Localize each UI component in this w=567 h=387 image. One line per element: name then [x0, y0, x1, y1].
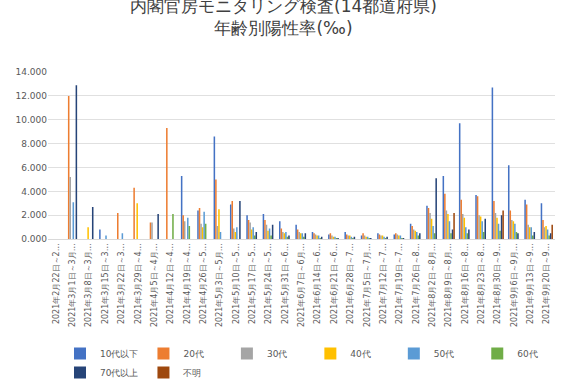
svg-text:2021年8月2日～8月…: 2021年8月2日～8月… — [428, 243, 437, 327]
svg-text:2021年6月14日～6…: 2021年6月14日～6… — [313, 243, 322, 324]
svg-text:2021年6月28日～7…: 2021年6月28日～7… — [346, 243, 355, 324]
svg-text:2021年7月19日～7…: 2021年7月19日～7… — [395, 243, 404, 324]
svg-text:2021年3月8日～3月…: 2021年3月8日～3月… — [84, 243, 93, 327]
svg-text:30代: 30代 — [267, 349, 287, 359]
svg-text:2021年9月6日～9月…: 2021年9月6日～9月… — [510, 243, 519, 327]
svg-text:2021年5月31日～6…: 2021年5月31日～6… — [281, 243, 290, 324]
svg-text:2021年5月17日～5…: 2021年5月17日～5… — [248, 243, 257, 324]
svg-text:12.000: 12.000 — [16, 91, 48, 101]
svg-text:2.000: 2.000 — [21, 210, 47, 220]
svg-text:2021年5月3日～5月…: 2021年5月3日～5月… — [215, 243, 224, 327]
svg-text:2021年9月20日～9…: 2021年9月20日～9… — [542, 243, 551, 324]
svg-text:2021年3月29日～4…: 2021年3月29日～4… — [134, 243, 143, 324]
svg-text:2021年9月13日～9…: 2021年9月13日～9… — [526, 243, 535, 324]
svg-text:2021年6月7日～6月…: 2021年6月7日～6月… — [297, 243, 306, 327]
svg-text:2021年8月16日～8…: 2021年8月16日～8… — [461, 243, 470, 324]
svg-text:2021年3月15日～3…: 2021年3月15日～3… — [101, 243, 110, 324]
svg-text:40代: 40代 — [350, 349, 370, 359]
svg-text:0.000: 0.000 — [21, 234, 47, 244]
svg-text:2021年6月21日～6…: 2021年6月21日～6… — [330, 243, 339, 324]
svg-text:2021年8月30日～9…: 2021年8月30日～9… — [493, 243, 502, 324]
svg-text:2021年8月9日～8月…: 2021年8月9日～8月… — [444, 243, 453, 327]
svg-text:10.000: 10.000 — [16, 115, 48, 125]
svg-text:2021年5月10日～5…: 2021年5月10日～5… — [232, 243, 241, 324]
svg-text:2021年5月24日～5…: 2021年5月24日～5… — [264, 243, 273, 324]
svg-text:不明: 不明 — [183, 368, 201, 378]
svg-text:2021年3月1日～3月…: 2021年3月1日～3月… — [68, 243, 77, 327]
svg-text:4.000: 4.000 — [21, 187, 47, 197]
svg-text:2021年4月19日～4…: 2021年4月19日～4… — [183, 243, 192, 324]
svg-text:2021年4月26日～5…: 2021年4月26日～5… — [199, 243, 208, 324]
svg-text:10代以下: 10代以下 — [100, 349, 138, 359]
svg-text:2021年7月12日～7…: 2021年7月12日～7… — [379, 243, 388, 324]
svg-text:内閣官房モニタリング検査(14都道府県)年齢別陽性率(‰): 内閣官房モニタリング検査(14都道府県)年齢別陽性率(‰) — [130, 0, 437, 38]
svg-text:2021年7月26日～8…: 2021年7月26日～8… — [412, 243, 421, 324]
svg-text:6.000: 6.000 — [21, 163, 47, 173]
svg-text:60代: 60代 — [517, 349, 537, 359]
svg-text:50代: 50代 — [434, 349, 454, 359]
svg-text:2021年4月5日～4月…: 2021年4月5日～4月… — [150, 243, 159, 327]
svg-text:2021年4月12日～4…: 2021年4月12日～4… — [166, 243, 175, 324]
svg-text:2021年2月22日～2…: 2021年2月22日～2… — [52, 243, 61, 324]
svg-text:14.000: 14.000 — [16, 67, 48, 77]
svg-text:2021年7月5日～7月…: 2021年7月5日～7月… — [363, 243, 372, 327]
svg-text:70代以上: 70代以上 — [100, 368, 138, 378]
svg-text:2021年8月23日～8…: 2021年8月23日～8… — [477, 243, 486, 324]
svg-text:8.000: 8.000 — [21, 139, 47, 149]
svg-text:20代: 20代 — [183, 349, 203, 359]
svg-text:2021年3月22日～3…: 2021年3月22日～3… — [117, 243, 126, 324]
